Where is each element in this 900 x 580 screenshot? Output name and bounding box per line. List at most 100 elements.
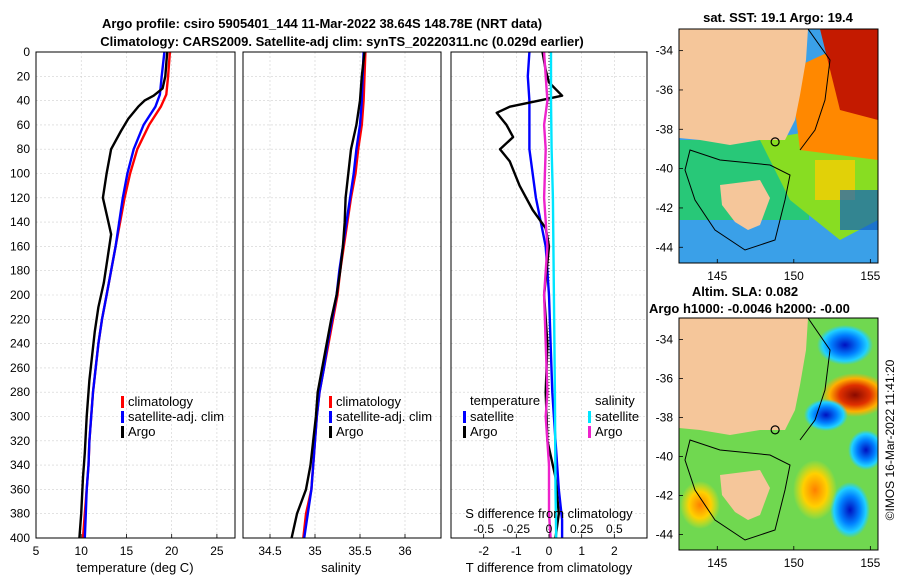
- legend-swatch-argo: [329, 426, 332, 438]
- legend-swatch-t-satellite: [463, 411, 466, 423]
- y-tick-label: 80: [17, 142, 31, 156]
- sst-map-ticks: 145 150 155 -34 -36 -38 -40 -42 -44: [656, 44, 881, 283]
- temperature-xlabel: temperature (deg C): [76, 560, 193, 575]
- sla-map-subtitle: Argo h1000: -0.0046 h2000: -0.00: [649, 301, 850, 316]
- y-tick-label: 20: [17, 69, 31, 83]
- y-tick-label: 120: [10, 191, 30, 205]
- legend-title-salinity: salinity: [595, 393, 635, 408]
- imos-watermark: ©IMOS 16-Mar-2022 11:41:20: [883, 359, 897, 520]
- sst-shelf-contour-east: [799, 29, 831, 151]
- map-x-tick-label: 150: [784, 269, 804, 283]
- s-tick-label: 0.5: [606, 522, 623, 536]
- sst-mainland-australia: [679, 29, 808, 145]
- y-tick-label: 400: [10, 531, 30, 545]
- s-tick-label: -0.5: [473, 522, 494, 536]
- temperature-ticks: 0 20 40 60 80 100 120 140 160 180 200 220 240 260 280 3…: [10, 45, 224, 558]
- y-tick-label: 220: [10, 312, 30, 326]
- legend-swatch-climatology: [121, 396, 124, 408]
- legend-swatch-argo: [121, 426, 124, 438]
- sst-map-frame: [678, 28, 879, 264]
- legend-label-argo: Argo: [128, 424, 155, 439]
- map-y-tick-label: -40: [656, 449, 674, 463]
- sla-positive-patch: [793, 460, 837, 520]
- figure-title-line1: Argo profile: csiro 5905401_144 11-Mar-2…: [102, 16, 542, 31]
- legend-label-t-satellite: satellite: [470, 409, 514, 424]
- y-tick-label: 40: [17, 94, 31, 108]
- y-tick-label: 360: [10, 482, 30, 496]
- salinity-ticks: 34.5 35 35.5 36: [258, 534, 412, 558]
- legend-swatch-s-argo: [588, 426, 591, 438]
- sla-tasmania: [720, 470, 770, 520]
- sst-hot-core: [820, 29, 878, 120]
- x-tick-label: 1: [578, 544, 585, 558]
- legend-label-climatology: climatology: [336, 394, 402, 409]
- legend-title-temperature: temperature: [470, 393, 540, 408]
- series-line-argo: [290, 52, 366, 538]
- sst-map-image: [679, 29, 878, 263]
- map-x-tick-label: 150: [784, 556, 804, 570]
- x-tick-label: 36: [398, 544, 412, 558]
- sla-positive-patch-west: [680, 481, 720, 529]
- sla-argo-location-marker: [770, 425, 780, 435]
- sst-shelf-contour: [684, 149, 791, 251]
- y-tick-label: 60: [17, 118, 31, 132]
- legend-swatch-satellite: [329, 411, 332, 423]
- difference-salinity-legend: salinity satellite Argo: [588, 393, 639, 439]
- difference-xlabel: T difference from climatology: [466, 560, 633, 575]
- salinity-axes-frame: [242, 51, 442, 539]
- x-tick-label: 2: [611, 544, 618, 558]
- series-line-salinity-satellite: [549, 52, 558, 538]
- map-x-tick-label: 155: [860, 269, 880, 283]
- sla-map-frame: [678, 317, 879, 551]
- difference-panel: -2 -1 0 1 2 -0.5 -0.25 0 0.25 0.5 T difference fr…: [450, 51, 648, 575]
- temperature-panel: 0 20 40 60 80 100 120 140 160 180 200 220 240 260 280 3…: [10, 45, 236, 575]
- s-tick-label: 0: [546, 522, 553, 536]
- s-tick-label: -0.25: [503, 522, 531, 536]
- map-y-tick-label: -44: [656, 240, 674, 254]
- sla-low-anomaly-north: [817, 325, 873, 365]
- salinity-grid: [243, 51, 441, 539]
- map-y-tick-label: -42: [656, 201, 674, 215]
- y-tick-label: 240: [10, 337, 30, 351]
- sst-cool-patch: [840, 190, 878, 230]
- temperature-series: [78, 52, 172, 538]
- y-tick-label: 100: [10, 167, 30, 181]
- sst-map-panel: sat. SST: 19.1 Argo: 19.4 145 150 155 -34 -3…: [656, 10, 881, 283]
- legend-label-climatology: climatology: [128, 394, 194, 409]
- sst-map-title: sat. SST: 19.1 Argo: 19.4: [703, 10, 854, 25]
- legend-swatch-t-argo: [463, 426, 466, 438]
- x-tick-label: 25: [210, 544, 224, 558]
- salinity-xlabel: salinity: [321, 560, 361, 575]
- y-tick-label: 0: [23, 45, 30, 59]
- sla-map-title: Altim. SLA: 0.082: [692, 284, 798, 299]
- legend-label-satellite: satellite-adj. clim: [336, 409, 432, 424]
- difference-ticks: -2 -1 0 1 2 -0.5 -0.25 0 0.25 0.5: [473, 522, 623, 558]
- legend-swatch-s-satellite: [588, 411, 591, 423]
- salinity-panel: 34.5 35 35.5 36 salinity climatology satell…: [242, 51, 442, 575]
- sla-low-anomaly-east: [848, 430, 878, 470]
- y-tick-label: 380: [10, 507, 30, 521]
- y-tick-label: 260: [10, 361, 30, 375]
- map-y-tick-label: -38: [656, 122, 674, 136]
- map-x-tick-label: 155: [860, 556, 880, 570]
- x-tick-label: 0: [546, 544, 553, 558]
- legend-label-satellite: satellite-adj. clim: [128, 409, 224, 424]
- legend-label-argo: Argo: [336, 424, 363, 439]
- sla-low-anomaly-south: [830, 482, 870, 538]
- temperature-legend: climatology satellite-adj. clim Argo: [121, 394, 224, 439]
- map-y-tick-label: -44: [656, 527, 674, 541]
- x-tick-label: 35: [308, 544, 322, 558]
- figure-title-line2: Climatology: CARS2009. Satellite-adj cli…: [100, 34, 583, 49]
- series-line-satellite-adj-clim: [83, 52, 166, 538]
- y-tick-label: 160: [10, 239, 30, 253]
- sla-map-image: [679, 318, 878, 550]
- legend-label-s-satellite: satellite: [595, 409, 639, 424]
- y-tick-label: 280: [10, 385, 30, 399]
- y-tick-label: 320: [10, 434, 30, 448]
- map-x-tick-label: 145: [707, 556, 727, 570]
- x-tick-label: 35.5: [348, 544, 372, 558]
- map-y-tick-label: -34: [656, 332, 674, 346]
- x-tick-label: 15: [120, 544, 134, 558]
- map-y-tick-label: -42: [656, 488, 674, 502]
- x-tick-label: 20: [165, 544, 179, 558]
